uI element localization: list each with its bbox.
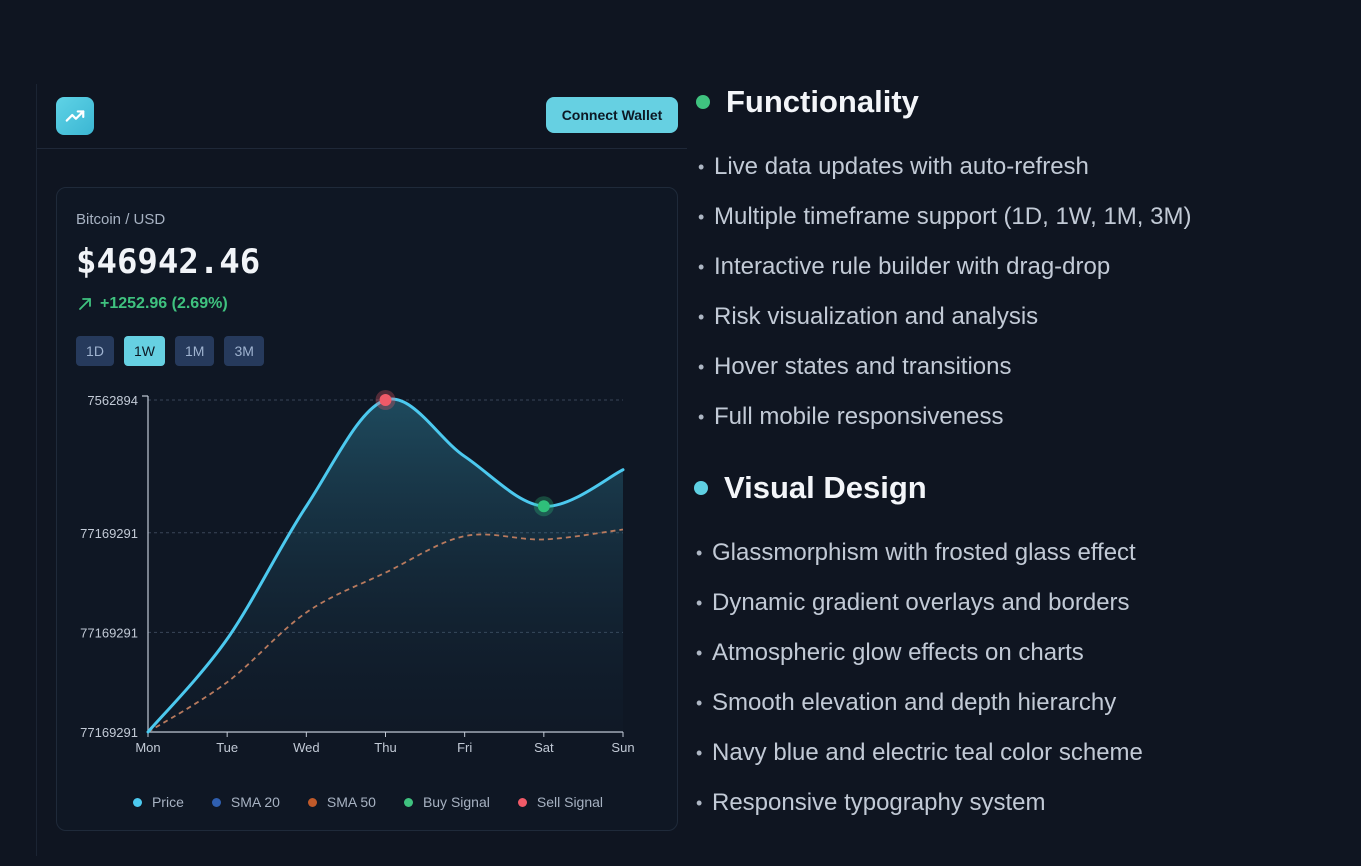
functionality-dot	[696, 95, 710, 109]
legend-swatch	[211, 797, 221, 807]
asset-pair: Bitcoin / USD	[76, 211, 166, 228]
list-item: • Atmospheric glow effects on charts	[696, 639, 1084, 666]
sell-signal-marker	[379, 394, 392, 406]
price-change-value: +1252.96 (2.69%)	[100, 295, 228, 312]
x-tick-label: Wed	[293, 740, 320, 755]
legend-label: SMA 50	[326, 794, 376, 810]
functionality-list: • Live data updates with auto-refresh • Mu…	[698, 142, 1352, 442]
legend-label: Buy Signal	[422, 794, 490, 810]
top-bar: Connect Wallet	[37, 84, 687, 149]
price-change: +1252.96 (2.69%)	[78, 295, 228, 313]
list-item: • Glassmorphism with frosted glass effect	[696, 539, 1136, 566]
x-tick-label: Sun	[611, 740, 634, 755]
legend-item[interactable]: Buy Signal	[403, 794, 490, 810]
timeframe-1d-button[interactable]: 1D	[76, 336, 114, 366]
list-item: • Live data updates with auto-refresh	[698, 153, 1089, 180]
price-chart-card: Bitcoin / USD $46942.46 +1252.96 (2.69%)…	[56, 187, 678, 831]
legend-label: Price	[151, 794, 184, 810]
x-tick-label: Thu	[374, 740, 396, 755]
legend-item[interactable]: SMA 50	[307, 794, 376, 810]
legend-label: Sell Signal	[536, 794, 604, 810]
price-area	[148, 399, 623, 732]
trading-app-panel: Connect Wallet Bitcoin / USD $46942.46 +…	[36, 84, 687, 856]
legend-item[interactable]: Sell Signal	[517, 794, 604, 810]
chart-legend: Price SMA 20 SMA 50 Buy Signal Sell Signal	[57, 794, 679, 810]
legend-label: SMA 20	[230, 794, 280, 810]
x-tick-label: Sat	[534, 740, 554, 755]
visual-design-title: Visual Design	[724, 470, 927, 505]
visual-design-list: • Glassmorphism with frosted glass effect…	[696, 528, 1352, 828]
y-tick-label: 77169291	[80, 725, 138, 740]
list-item: • Risk visualization and analysis	[698, 303, 1039, 330]
current-price: $46942.46	[76, 242, 261, 282]
legend-swatch	[307, 797, 317, 807]
list-item: • Full mobile responsiveness	[698, 403, 1004, 430]
timeframe-1w-button[interactable]: 1W	[124, 336, 165, 366]
list-item: • Smooth elevation and depth hierarchy	[696, 689, 1117, 716]
legend-swatch	[132, 797, 142, 807]
timeframe-1m-button[interactable]: 1M	[175, 336, 215, 366]
list-item: • Interactive rule builder with drag-drop	[698, 253, 1111, 280]
functionality-heading: Functionality	[696, 80, 1352, 124]
functionality-title: Functionality	[726, 84, 919, 119]
legend-swatch	[517, 797, 527, 807]
trending-up-icon	[65, 110, 85, 122]
feature-overview: Functionality • Live data updates with au…	[692, 80, 1352, 828]
arrow-up-right-icon	[79, 298, 91, 310]
list-item: • Responsive typography system	[696, 789, 1046, 816]
x-tick-label: Mon	[135, 740, 160, 755]
logo[interactable]	[56, 97, 94, 135]
list-item: • Dynamic gradient overlays and borders	[696, 589, 1130, 616]
list-item: • Hover states and transitions	[698, 353, 1012, 380]
list-item: • Navy blue and electric teal color schem…	[696, 739, 1143, 766]
timeframe-selector: 1D 1W 1M 3M	[76, 336, 264, 366]
y-tick-label: 7562894	[87, 393, 138, 408]
x-tick-label: Tue	[216, 740, 238, 755]
legend-item[interactable]: Price	[132, 794, 184, 810]
x-tick-label: Fri	[457, 740, 472, 755]
legend-swatch	[403, 797, 413, 807]
legend-item[interactable]: SMA 20	[211, 794, 280, 810]
y-tick-label: 77169291	[80, 625, 138, 640]
visual-design-heading: Visual Design	[694, 466, 1352, 510]
connect-wallet-button[interactable]: Connect Wallet	[546, 97, 678, 133]
sma50-line	[147, 528, 624, 733]
visual-design-dot	[694, 481, 708, 495]
list-item: • Multiple timeframe support (1D, 1W, 1M,…	[698, 203, 1192, 230]
buy-signal-marker	[537, 500, 550, 513]
timeframe-3m-button[interactable]: 3M	[224, 336, 264, 366]
y-tick-label: 77169291	[80, 526, 138, 541]
